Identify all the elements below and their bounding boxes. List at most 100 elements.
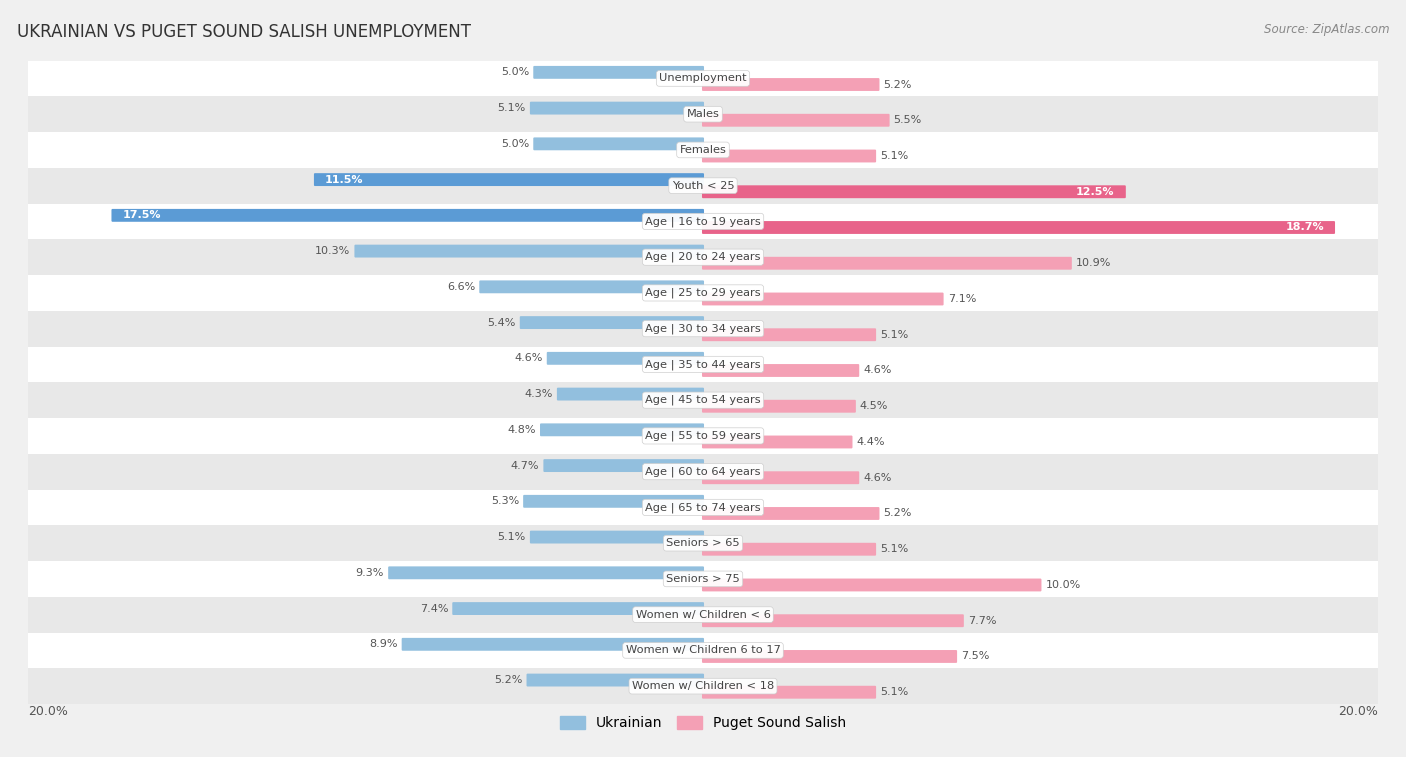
FancyBboxPatch shape <box>702 78 880 91</box>
FancyBboxPatch shape <box>547 352 704 365</box>
FancyBboxPatch shape <box>702 435 852 448</box>
Text: Age | 35 to 44 years: Age | 35 to 44 years <box>645 359 761 369</box>
FancyBboxPatch shape <box>702 400 856 413</box>
FancyBboxPatch shape <box>28 453 1378 490</box>
FancyBboxPatch shape <box>28 275 1378 311</box>
Text: Source: ZipAtlas.com: Source: ZipAtlas.com <box>1264 23 1389 36</box>
Text: 4.4%: 4.4% <box>856 437 884 447</box>
FancyBboxPatch shape <box>28 561 1378 597</box>
Text: 5.1%: 5.1% <box>880 330 908 340</box>
FancyBboxPatch shape <box>28 633 1378 668</box>
FancyBboxPatch shape <box>402 638 704 651</box>
Text: 12.5%: 12.5% <box>1076 187 1115 197</box>
Text: 5.0%: 5.0% <box>501 139 529 149</box>
FancyBboxPatch shape <box>702 257 1071 269</box>
FancyBboxPatch shape <box>453 602 704 615</box>
FancyBboxPatch shape <box>520 316 704 329</box>
Text: Women w/ Children < 18: Women w/ Children < 18 <box>631 681 775 691</box>
Text: Age | 16 to 19 years: Age | 16 to 19 years <box>645 217 761 226</box>
FancyBboxPatch shape <box>28 132 1378 168</box>
Text: 4.6%: 4.6% <box>863 366 891 375</box>
Text: Women w/ Children 6 to 17: Women w/ Children 6 to 17 <box>626 646 780 656</box>
FancyBboxPatch shape <box>540 423 704 436</box>
Text: Age | 25 to 29 years: Age | 25 to 29 years <box>645 288 761 298</box>
FancyBboxPatch shape <box>526 674 704 687</box>
Text: 5.2%: 5.2% <box>883 79 912 89</box>
Text: 5.0%: 5.0% <box>501 67 529 77</box>
Text: 4.6%: 4.6% <box>515 354 543 363</box>
Text: 5.1%: 5.1% <box>880 687 908 697</box>
Text: Youth < 25: Youth < 25 <box>672 181 734 191</box>
Text: 4.5%: 4.5% <box>860 401 889 411</box>
FancyBboxPatch shape <box>354 245 704 257</box>
FancyBboxPatch shape <box>702 114 890 126</box>
FancyBboxPatch shape <box>28 418 1378 453</box>
Text: 5.1%: 5.1% <box>880 544 908 554</box>
FancyBboxPatch shape <box>702 472 859 484</box>
FancyBboxPatch shape <box>557 388 704 400</box>
FancyBboxPatch shape <box>530 101 704 114</box>
FancyBboxPatch shape <box>28 347 1378 382</box>
FancyBboxPatch shape <box>28 61 1378 96</box>
FancyBboxPatch shape <box>702 329 876 341</box>
Text: 9.3%: 9.3% <box>356 568 384 578</box>
Text: 18.7%: 18.7% <box>1285 223 1324 232</box>
Text: Age | 45 to 54 years: Age | 45 to 54 years <box>645 395 761 406</box>
Text: 6.6%: 6.6% <box>447 282 475 292</box>
Text: Unemployment: Unemployment <box>659 73 747 83</box>
FancyBboxPatch shape <box>702 364 859 377</box>
Text: Males: Males <box>686 109 720 119</box>
Text: 4.6%: 4.6% <box>863 472 891 483</box>
FancyBboxPatch shape <box>530 531 704 544</box>
Text: 5.5%: 5.5% <box>894 115 922 125</box>
Text: 5.1%: 5.1% <box>498 532 526 542</box>
FancyBboxPatch shape <box>702 507 880 520</box>
Text: 8.9%: 8.9% <box>370 640 398 650</box>
FancyBboxPatch shape <box>702 150 876 163</box>
FancyBboxPatch shape <box>533 138 704 151</box>
FancyBboxPatch shape <box>702 650 957 663</box>
FancyBboxPatch shape <box>111 209 704 222</box>
FancyBboxPatch shape <box>702 614 965 627</box>
Text: 5.1%: 5.1% <box>498 103 526 113</box>
FancyBboxPatch shape <box>702 543 876 556</box>
FancyBboxPatch shape <box>702 292 943 305</box>
Text: 17.5%: 17.5% <box>122 210 162 220</box>
FancyBboxPatch shape <box>543 459 704 472</box>
FancyBboxPatch shape <box>702 185 1126 198</box>
Text: 10.9%: 10.9% <box>1076 258 1111 268</box>
Text: 7.5%: 7.5% <box>962 652 990 662</box>
FancyBboxPatch shape <box>533 66 704 79</box>
Text: 20.0%: 20.0% <box>1339 705 1378 718</box>
FancyBboxPatch shape <box>388 566 704 579</box>
Text: Age | 55 to 59 years: Age | 55 to 59 years <box>645 431 761 441</box>
Text: Age | 60 to 64 years: Age | 60 to 64 years <box>645 466 761 477</box>
Text: 11.5%: 11.5% <box>325 175 364 185</box>
Text: UKRAINIAN VS PUGET SOUND SALISH UNEMPLOYMENT: UKRAINIAN VS PUGET SOUND SALISH UNEMPLOY… <box>17 23 471 41</box>
FancyBboxPatch shape <box>702 221 1336 234</box>
Text: 5.2%: 5.2% <box>494 675 523 685</box>
FancyBboxPatch shape <box>28 597 1378 633</box>
Text: 4.8%: 4.8% <box>508 425 536 435</box>
FancyBboxPatch shape <box>314 173 704 186</box>
Text: 7.1%: 7.1% <box>948 294 976 304</box>
Text: Women w/ Children < 6: Women w/ Children < 6 <box>636 609 770 620</box>
Text: Seniors > 75: Seniors > 75 <box>666 574 740 584</box>
FancyBboxPatch shape <box>28 96 1378 132</box>
Text: 20.0%: 20.0% <box>28 705 67 718</box>
Text: 5.1%: 5.1% <box>880 151 908 161</box>
FancyBboxPatch shape <box>28 168 1378 204</box>
FancyBboxPatch shape <box>523 495 704 508</box>
Text: 10.0%: 10.0% <box>1046 580 1081 590</box>
Text: 7.7%: 7.7% <box>967 615 997 626</box>
FancyBboxPatch shape <box>28 382 1378 418</box>
Text: 7.4%: 7.4% <box>420 603 449 614</box>
Legend: Ukrainian, Puget Sound Salish: Ukrainian, Puget Sound Salish <box>554 711 852 736</box>
FancyBboxPatch shape <box>28 490 1378 525</box>
FancyBboxPatch shape <box>702 578 1042 591</box>
FancyBboxPatch shape <box>28 311 1378 347</box>
Text: Age | 65 to 74 years: Age | 65 to 74 years <box>645 502 761 512</box>
Text: Seniors > 65: Seniors > 65 <box>666 538 740 548</box>
Text: Age | 20 to 24 years: Age | 20 to 24 years <box>645 252 761 263</box>
Text: Females: Females <box>679 145 727 155</box>
